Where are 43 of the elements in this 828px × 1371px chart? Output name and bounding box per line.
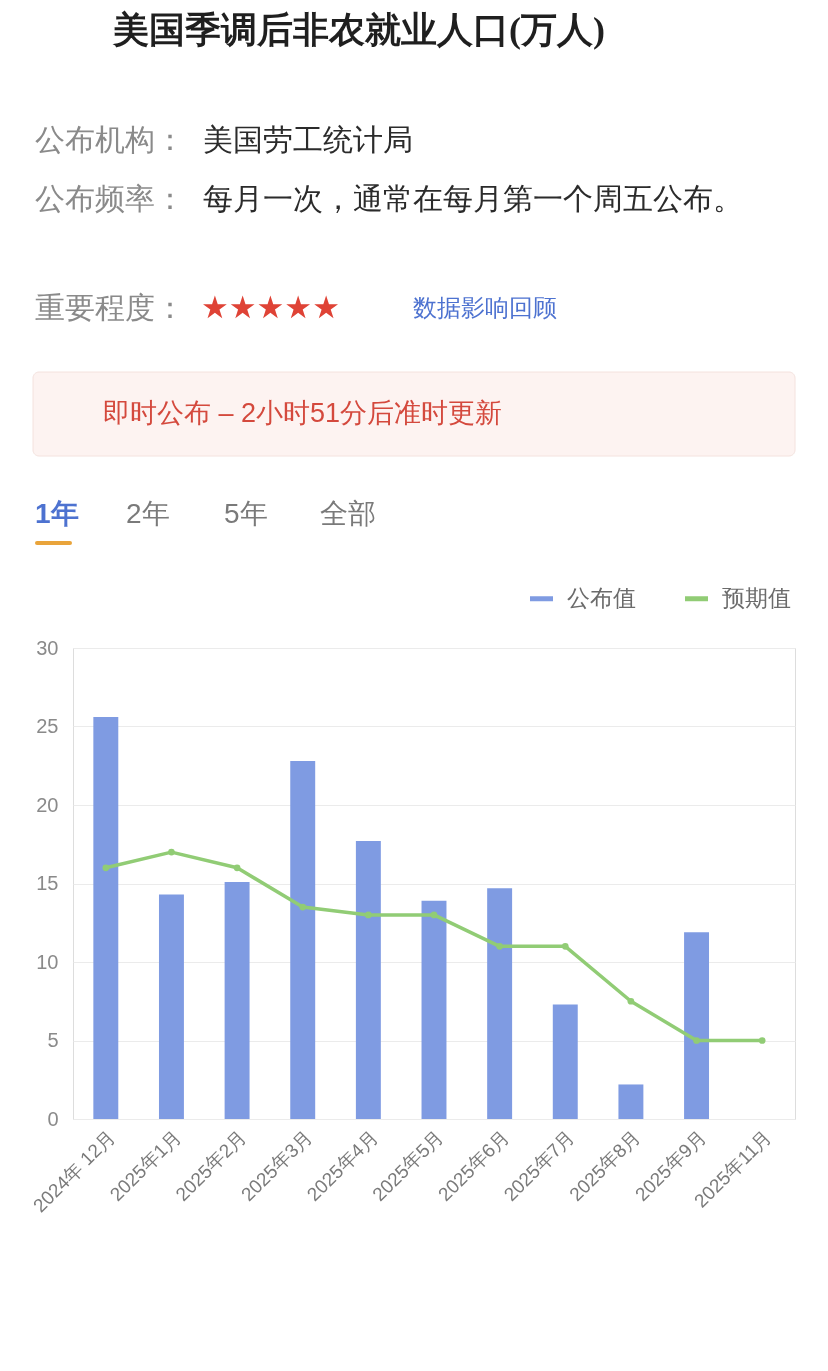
bar <box>618 1084 644 1119</box>
text: 2年 <box>126 498 170 529</box>
legend-label: 公布值 <box>567 584 636 611</box>
point <box>496 942 503 950</box>
y-tick-label: 15 <box>36 872 59 894</box>
bar <box>487 888 513 1119</box>
bar <box>355 841 381 1119</box>
bar <box>421 900 447 1119</box>
point <box>758 1037 766 1044</box>
chart-title: 美国季调后非农就业人口(万人) <box>112 10 605 50</box>
text: 公布频率： <box>35 182 185 215</box>
y-tick-label: 25 <box>36 715 59 737</box>
text: 重要程度： <box>35 291 185 324</box>
bar <box>93 717 119 1119</box>
text: 即时公布 – 2小时51分后准时更新 <box>103 398 503 428</box>
text: 美国劳工统计局 <box>203 123 413 156</box>
y-tick-label: 20 <box>36 793 59 816</box>
text: 公布机构： <box>35 123 185 156</box>
bar <box>224 881 250 1119</box>
point <box>430 911 438 919</box>
point <box>627 997 635 1005</box>
point <box>365 911 372 919</box>
text: 每月一次，通常在每月第一个周五公布。 <box>203 182 743 215</box>
point <box>233 864 241 872</box>
point <box>299 903 307 911</box>
point <box>168 848 175 856</box>
point <box>561 942 569 950</box>
bar <box>552 1004 578 1119</box>
point <box>102 864 110 872</box>
bar <box>158 894 184 1119</box>
point <box>693 1037 700 1044</box>
y-tick-label: 5 <box>47 1029 59 1051</box>
text: 全部 <box>320 498 376 529</box>
bar <box>684 932 710 1119</box>
y-tick-label: 0 <box>47 1107 59 1130</box>
y-tick-label: 30 <box>36 636 59 659</box>
text: 数据影响回顾 <box>413 294 557 321</box>
y-tick-label: 10 <box>36 950 59 973</box>
legend-label: 预期值 <box>722 584 791 611</box>
text: ★★★★★ <box>201 289 340 325</box>
text: 1年 <box>35 498 79 529</box>
bar <box>290 761 316 1119</box>
text: 5年 <box>224 498 268 529</box>
